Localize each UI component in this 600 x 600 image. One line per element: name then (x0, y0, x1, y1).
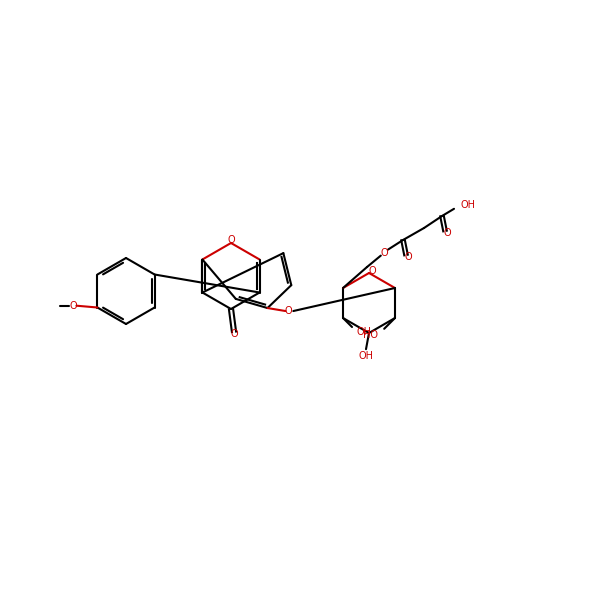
Text: O: O (227, 235, 235, 245)
Text: O: O (70, 301, 77, 311)
Text: O: O (230, 329, 238, 338)
Text: OH: OH (359, 351, 373, 361)
Text: O: O (404, 253, 412, 262)
Text: HO: HO (363, 330, 378, 340)
Text: O: O (380, 248, 388, 257)
Text: O: O (443, 229, 451, 238)
Text: OH: OH (357, 327, 372, 337)
Text: O: O (368, 266, 376, 275)
Text: O: O (284, 306, 292, 316)
Text: OH: OH (460, 200, 475, 210)
